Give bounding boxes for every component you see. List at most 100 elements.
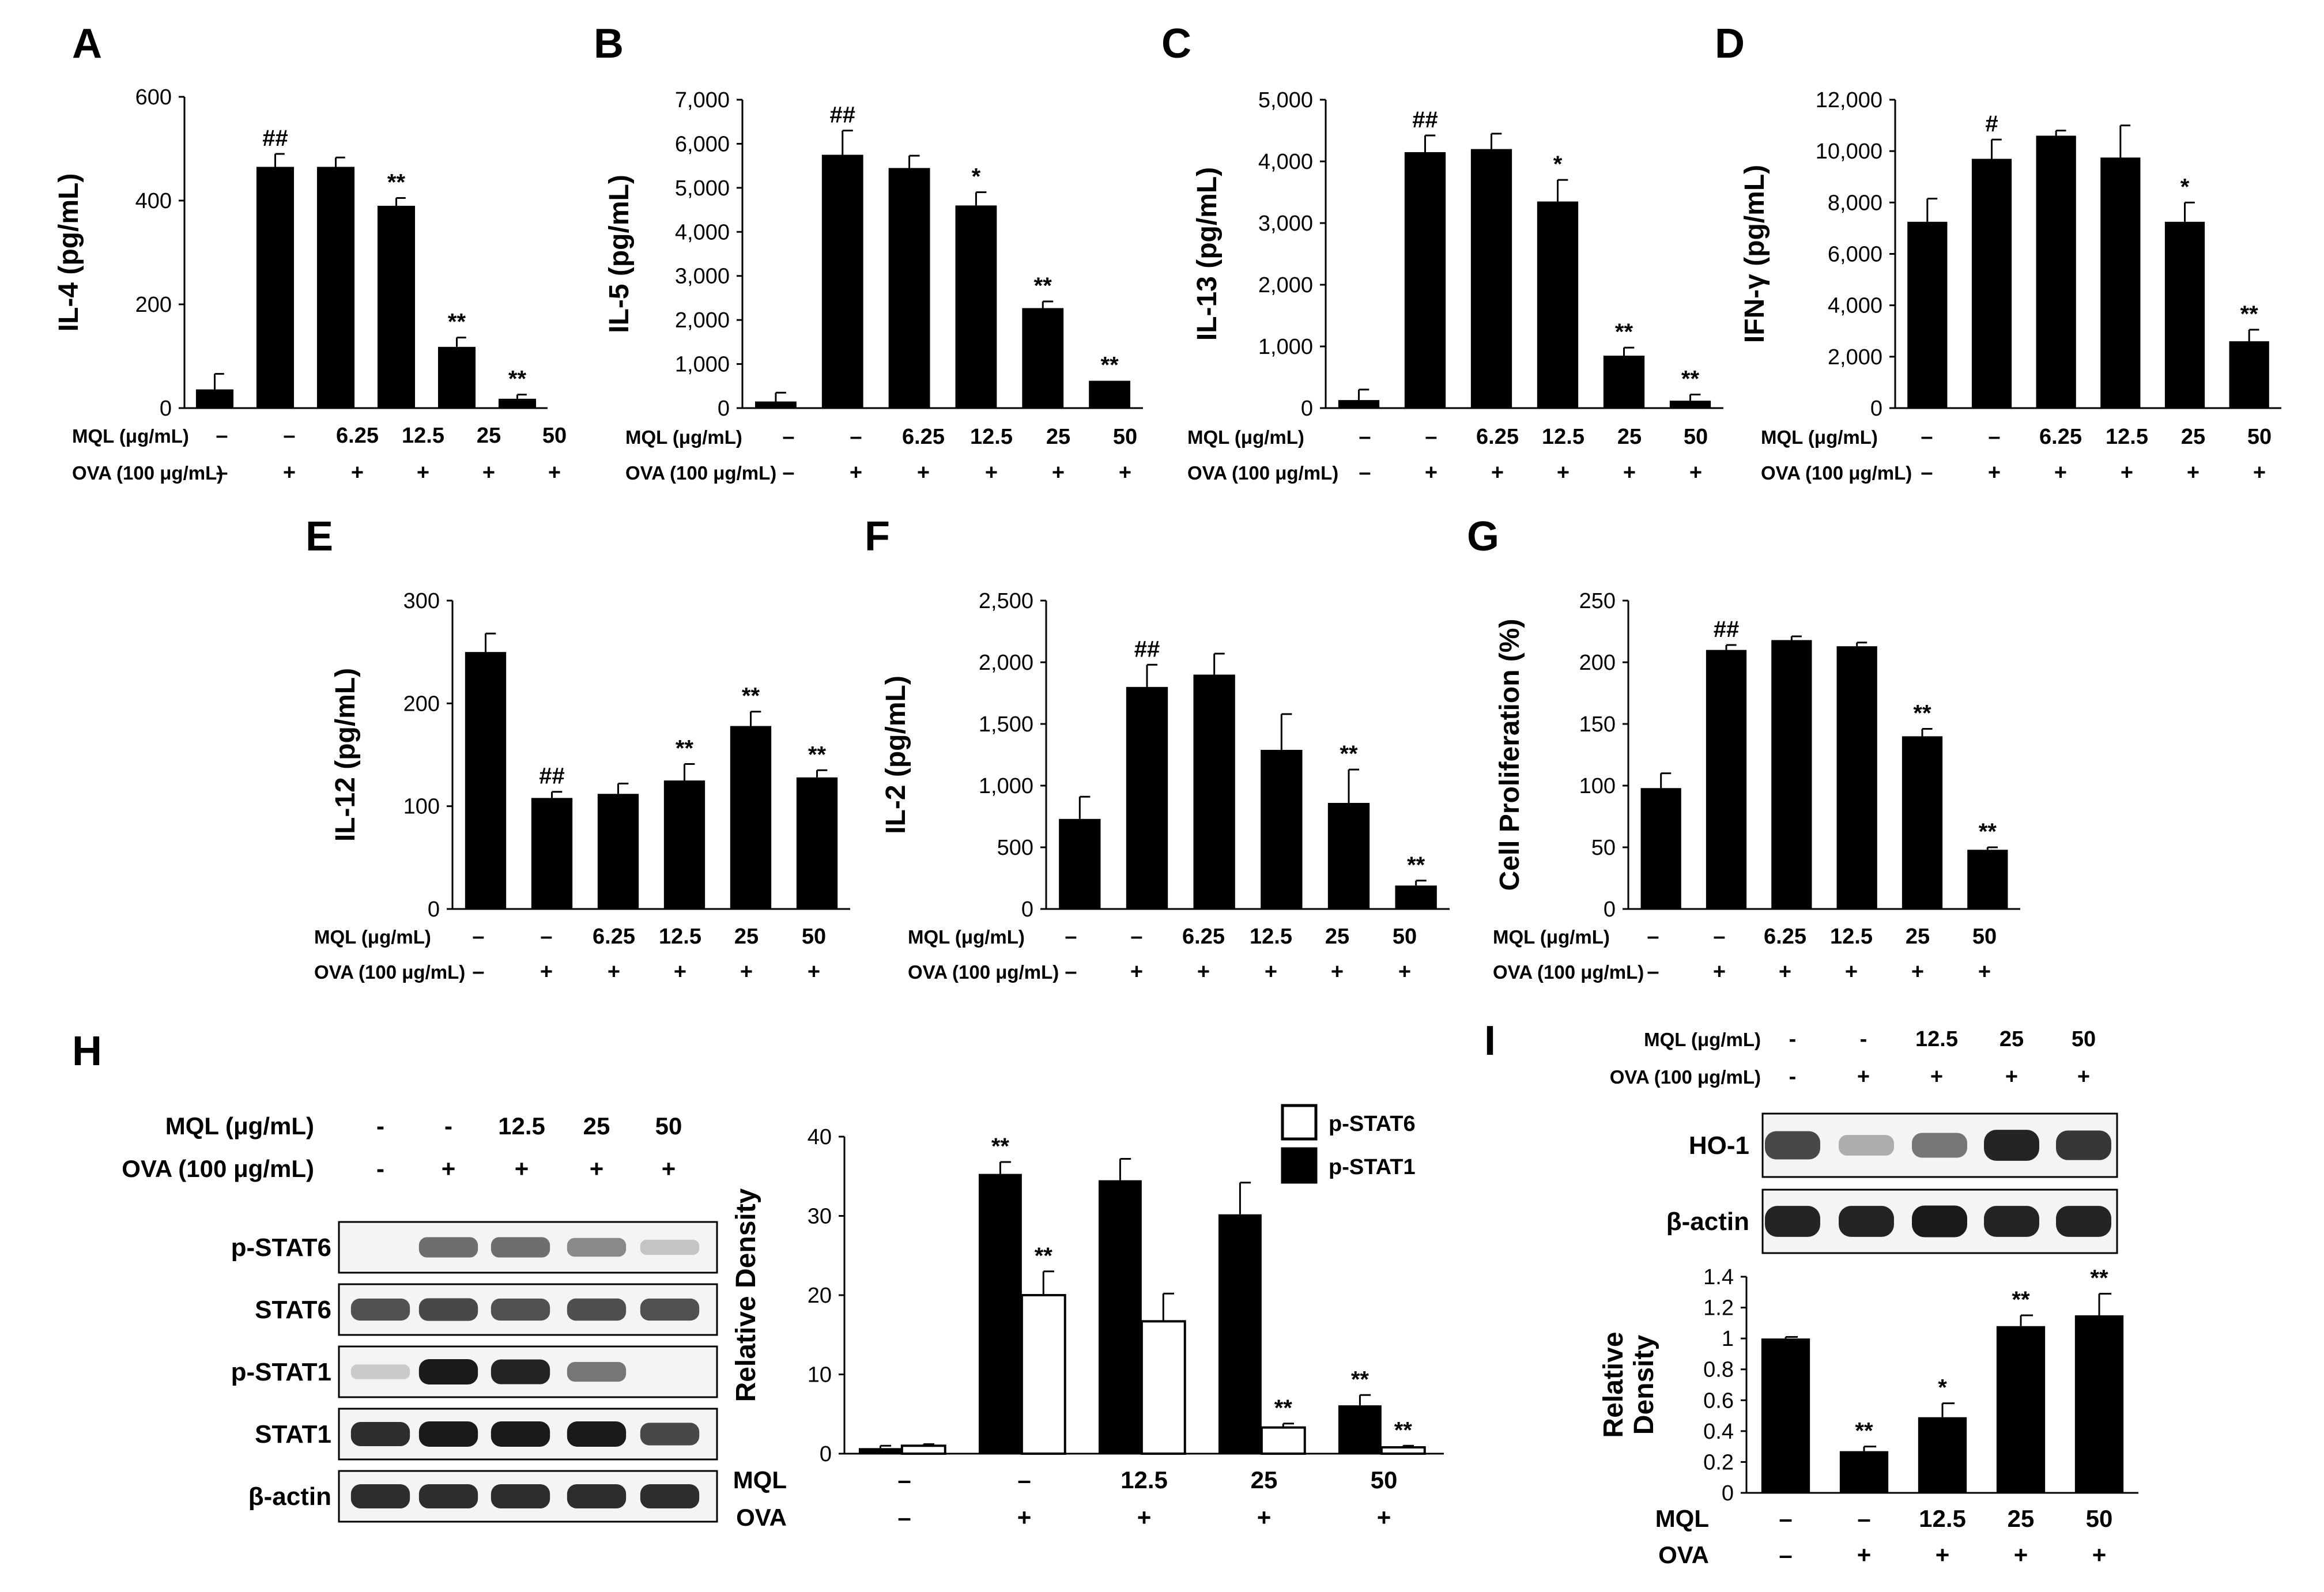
- y-tick-label: 3,000: [675, 265, 730, 289]
- bar: [437, 346, 476, 408]
- y-tick-label: 1,000: [979, 774, 1033, 798]
- treatment-value: +: [850, 461, 862, 485]
- y-tick-label: 2,000: [1258, 273, 1313, 297]
- treatment-value: +: [1331, 960, 1344, 984]
- bar: [1260, 1426, 1306, 1455]
- treatment-value: +: [2054, 461, 2067, 485]
- blot-band: [418, 1421, 478, 1447]
- treatment-value: +: [740, 960, 753, 984]
- treatment-value: 12.5: [1250, 925, 1292, 949]
- blot-band: [1912, 1205, 1967, 1238]
- treatment-value: +: [1689, 461, 1702, 485]
- significance-mark: **: [1340, 741, 1358, 767]
- treatment-value: –: [1065, 925, 1077, 949]
- blot-band: [1839, 1135, 1894, 1156]
- treatment-value: 50: [1972, 925, 1997, 949]
- treatment-value: 25: [734, 925, 759, 949]
- significance-mark: ##: [1134, 636, 1160, 662]
- y-tick-label: 3,000: [1258, 212, 1313, 236]
- significance-mark: **: [1274, 1395, 1293, 1421]
- y-tick-label: 0: [1722, 1481, 1734, 1506]
- significance-mark: ##: [262, 126, 288, 151]
- blot-header-value: +: [2077, 1065, 2090, 1089]
- y-tick-label: 0: [820, 1442, 832, 1466]
- y-axis-label: Cell Proliferation (%): [1495, 618, 1525, 891]
- bar: [888, 168, 930, 408]
- bar: [1640, 788, 1681, 909]
- treatment-value: 12.5: [659, 925, 701, 949]
- y-tick-label: 1: [1722, 1327, 1734, 1351]
- treatment-value: +: [1978, 960, 1991, 984]
- bar: [1761, 1338, 1810, 1493]
- treatment-value: –: [1779, 1541, 1792, 1568]
- blot-row-label: STAT6: [255, 1296, 331, 1324]
- treatment-value: 25: [2181, 425, 2205, 449]
- treatment-value: –: [216, 461, 228, 485]
- y-tick-label: 10: [808, 1363, 832, 1387]
- blot-band: [640, 1298, 700, 1321]
- y-tick-label: 100: [1579, 774, 1616, 798]
- significance-mark: **: [676, 736, 694, 761]
- significance-mark: **: [1351, 1367, 1369, 1392]
- y-tick-label: 2,000: [1828, 345, 1882, 369]
- bar: [498, 398, 537, 408]
- bar: [2100, 157, 2141, 408]
- blot-row-label: β-actin: [1666, 1208, 1749, 1236]
- y-axis-label: IL-5 (pg/mL): [604, 175, 635, 333]
- blot-band: [567, 1238, 627, 1257]
- blot-row-label: HO-1: [1689, 1131, 1749, 1160]
- treatment-value: –: [216, 424, 228, 448]
- treatment-value: –: [1647, 925, 1659, 949]
- blot-header-value: -: [376, 1155, 384, 1182]
- treatment-value: 50: [542, 424, 567, 448]
- bar: [1193, 674, 1235, 909]
- treatment-row-label: MQL (μg/mL): [1761, 427, 1878, 448]
- treatment-value: +: [1491, 461, 1504, 485]
- treatment-value: –: [782, 461, 794, 485]
- treatment-value: 6.25: [593, 925, 635, 949]
- blot-row-label: p-STAT1: [231, 1358, 331, 1386]
- treatment-value: –: [897, 1466, 911, 1493]
- treatment-value: –: [1065, 960, 1077, 984]
- blot-band: [491, 1359, 550, 1384]
- treatment-row-label: MQL (μg/mL): [1187, 427, 1304, 448]
- treatment-value: –: [1713, 925, 1725, 949]
- panel-letter: G: [1467, 514, 1499, 560]
- y-tick-label: 1.4: [1703, 1265, 1734, 1289]
- bar: [1022, 308, 1064, 408]
- bar: [730, 726, 772, 909]
- treatment-value: +: [608, 960, 620, 984]
- blot-header-label: MQL (μg/mL): [165, 1112, 314, 1140]
- y-tick-label: 1,500: [979, 712, 1033, 737]
- bar: [955, 205, 997, 408]
- significance-mark: *: [2180, 174, 2190, 199]
- bar: [316, 167, 355, 408]
- blot-h: [338, 1221, 718, 1523]
- treatment-value: +: [674, 960, 686, 984]
- blot-header-value: +: [1930, 1065, 1943, 1089]
- panel-i: [1741, 1276, 2138, 1494]
- y-tick-label: 0: [160, 397, 172, 421]
- bar: [900, 1444, 946, 1455]
- treatment-value: 25: [2008, 1505, 2035, 1532]
- treatment-value: +: [985, 461, 998, 485]
- y-tick-label: 1,000: [675, 353, 730, 377]
- significance-mark: **: [1855, 1419, 1873, 1444]
- blot-band: [640, 1239, 700, 1255]
- panel-h: [839, 1104, 1444, 1455]
- treatment-value: –: [540, 925, 552, 949]
- treatment-value: 6.25: [1764, 925, 1806, 949]
- y-tick-label: 500: [997, 836, 1033, 860]
- blot-band: [567, 1298, 627, 1321]
- y-tick-label: 100: [403, 795, 440, 819]
- blot-band: [491, 1484, 550, 1509]
- bar: [1059, 818, 1101, 909]
- y-tick-label: 150: [1579, 712, 1616, 737]
- blot-header-value: +: [442, 1155, 456, 1182]
- treatment-value: –: [1921, 461, 1933, 485]
- treatment-value: 12.5: [402, 424, 444, 448]
- significance-mark: **: [808, 742, 827, 767]
- treatment-value: +: [1017, 1504, 1032, 1531]
- y-tick-label: 2,500: [979, 589, 1033, 613]
- y-tick-label: 2,000: [979, 651, 1033, 675]
